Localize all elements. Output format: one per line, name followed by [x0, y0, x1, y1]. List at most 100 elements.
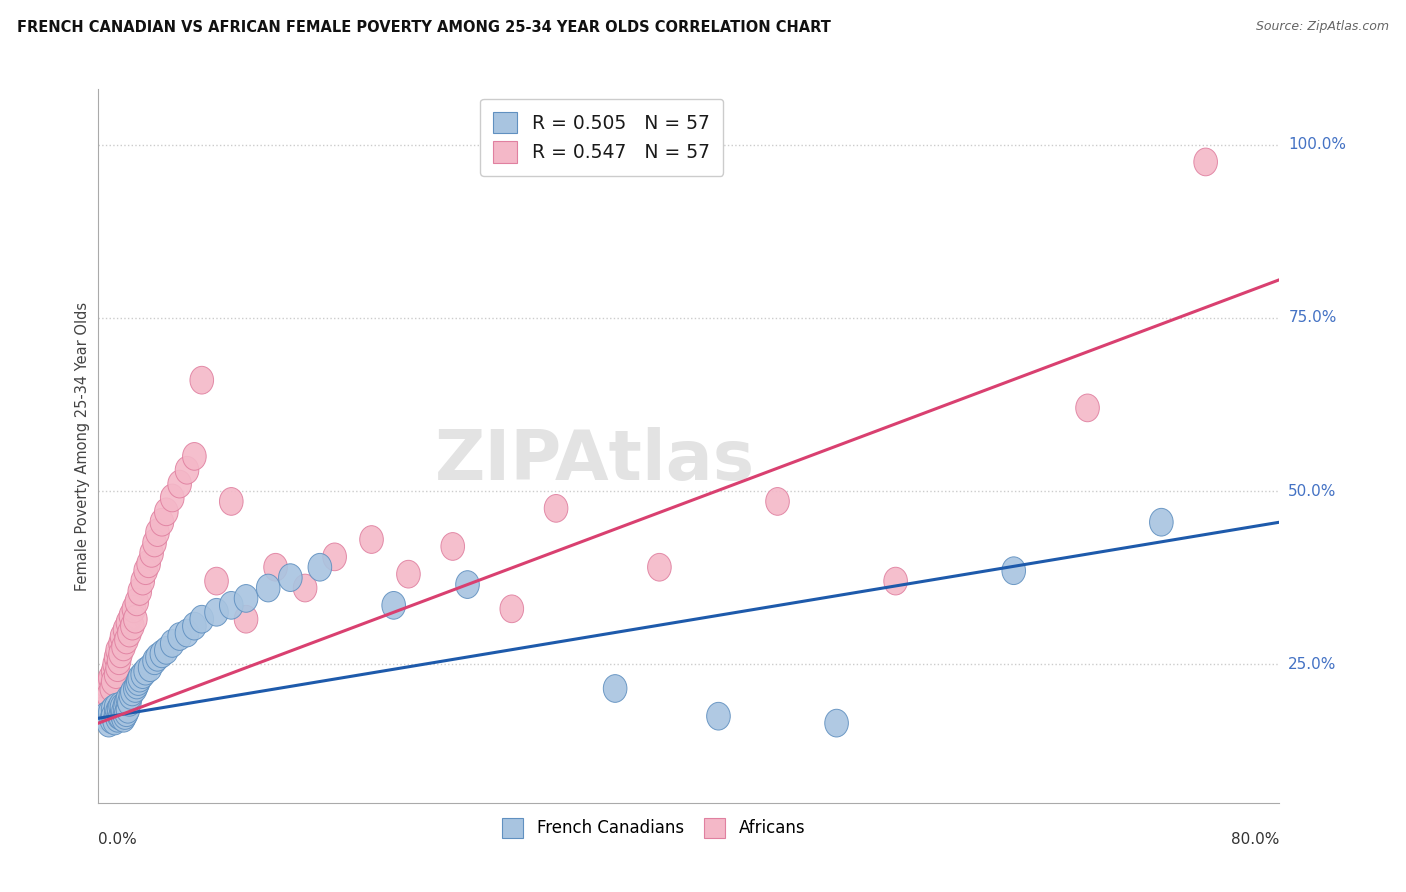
- Ellipse shape: [122, 595, 146, 623]
- Ellipse shape: [97, 709, 121, 737]
- Ellipse shape: [131, 661, 155, 689]
- Text: 100.0%: 100.0%: [1288, 137, 1347, 153]
- Text: 50.0%: 50.0%: [1288, 483, 1337, 499]
- Ellipse shape: [146, 643, 169, 671]
- Ellipse shape: [117, 696, 139, 723]
- Ellipse shape: [115, 689, 138, 716]
- Ellipse shape: [150, 508, 174, 536]
- Ellipse shape: [117, 609, 139, 637]
- Ellipse shape: [91, 689, 115, 716]
- Ellipse shape: [118, 689, 141, 716]
- Ellipse shape: [101, 702, 125, 730]
- Y-axis label: Female Poverty Among 25-34 Year Olds: Female Poverty Among 25-34 Year Olds: [75, 301, 90, 591]
- Ellipse shape: [111, 698, 135, 725]
- Ellipse shape: [396, 560, 420, 588]
- Ellipse shape: [120, 681, 143, 709]
- Text: Source: ZipAtlas.com: Source: ZipAtlas.com: [1256, 20, 1389, 33]
- Ellipse shape: [111, 633, 135, 661]
- Ellipse shape: [143, 529, 166, 557]
- Ellipse shape: [94, 696, 118, 723]
- Ellipse shape: [139, 540, 163, 567]
- Ellipse shape: [176, 619, 198, 647]
- Ellipse shape: [121, 612, 145, 640]
- Ellipse shape: [648, 553, 671, 581]
- Ellipse shape: [190, 367, 214, 394]
- Ellipse shape: [96, 671, 120, 698]
- Ellipse shape: [603, 674, 627, 702]
- Ellipse shape: [131, 567, 155, 595]
- Legend: French Canadians, Africans: French Canadians, Africans: [494, 810, 814, 846]
- Ellipse shape: [107, 695, 131, 723]
- Ellipse shape: [278, 564, 302, 591]
- Ellipse shape: [766, 488, 789, 516]
- Ellipse shape: [501, 595, 523, 623]
- Ellipse shape: [294, 574, 316, 602]
- Ellipse shape: [108, 630, 132, 657]
- Ellipse shape: [134, 557, 157, 584]
- Ellipse shape: [125, 588, 149, 615]
- Ellipse shape: [155, 498, 179, 525]
- Ellipse shape: [441, 533, 464, 560]
- Ellipse shape: [115, 626, 138, 654]
- Ellipse shape: [382, 591, 405, 619]
- Ellipse shape: [825, 709, 848, 737]
- Ellipse shape: [146, 519, 169, 547]
- Ellipse shape: [205, 599, 228, 626]
- Ellipse shape: [256, 574, 280, 602]
- Ellipse shape: [136, 550, 160, 578]
- Ellipse shape: [101, 696, 125, 723]
- Ellipse shape: [110, 700, 134, 728]
- Ellipse shape: [160, 630, 184, 657]
- Ellipse shape: [101, 668, 125, 696]
- Text: 0.0%: 0.0%: [98, 832, 138, 847]
- Text: 75.0%: 75.0%: [1288, 310, 1337, 326]
- Ellipse shape: [235, 606, 257, 633]
- Ellipse shape: [127, 668, 150, 696]
- Ellipse shape: [107, 647, 131, 674]
- Ellipse shape: [105, 637, 129, 665]
- Ellipse shape: [456, 571, 479, 599]
- Text: 25.0%: 25.0%: [1288, 657, 1337, 672]
- Ellipse shape: [121, 678, 145, 706]
- Ellipse shape: [105, 705, 129, 732]
- Ellipse shape: [125, 671, 149, 698]
- Ellipse shape: [219, 591, 243, 619]
- Ellipse shape: [1002, 557, 1025, 584]
- Ellipse shape: [107, 702, 131, 730]
- Ellipse shape: [108, 640, 132, 668]
- Ellipse shape: [150, 640, 174, 668]
- Ellipse shape: [360, 525, 384, 553]
- Ellipse shape: [183, 442, 207, 470]
- Ellipse shape: [167, 623, 191, 650]
- Ellipse shape: [118, 619, 141, 647]
- Ellipse shape: [1150, 508, 1173, 536]
- Ellipse shape: [110, 693, 134, 721]
- Ellipse shape: [108, 692, 132, 720]
- Text: FRENCH CANADIAN VS AFRICAN FEMALE POVERTY AMONG 25-34 YEAR OLDS CORRELATION CHAR: FRENCH CANADIAN VS AFRICAN FEMALE POVERT…: [17, 20, 831, 35]
- Ellipse shape: [111, 705, 135, 732]
- Ellipse shape: [128, 578, 152, 606]
- Ellipse shape: [104, 693, 128, 721]
- Ellipse shape: [114, 702, 136, 730]
- Ellipse shape: [205, 567, 228, 595]
- Ellipse shape: [190, 606, 214, 633]
- Ellipse shape: [143, 647, 166, 674]
- Ellipse shape: [105, 698, 129, 725]
- Ellipse shape: [160, 484, 184, 512]
- Ellipse shape: [134, 657, 157, 685]
- Text: 80.0%: 80.0%: [1232, 832, 1279, 847]
- Text: ZIPAtlas: ZIPAtlas: [434, 426, 755, 494]
- Ellipse shape: [167, 470, 191, 498]
- Ellipse shape: [128, 665, 152, 692]
- Ellipse shape: [124, 674, 148, 702]
- Ellipse shape: [94, 702, 118, 730]
- Ellipse shape: [104, 661, 128, 689]
- Ellipse shape: [884, 567, 907, 595]
- Ellipse shape: [117, 685, 139, 713]
- Ellipse shape: [100, 706, 124, 733]
- Ellipse shape: [103, 650, 127, 678]
- Ellipse shape: [97, 681, 121, 709]
- Ellipse shape: [183, 612, 207, 640]
- Ellipse shape: [264, 553, 287, 581]
- Ellipse shape: [114, 692, 136, 720]
